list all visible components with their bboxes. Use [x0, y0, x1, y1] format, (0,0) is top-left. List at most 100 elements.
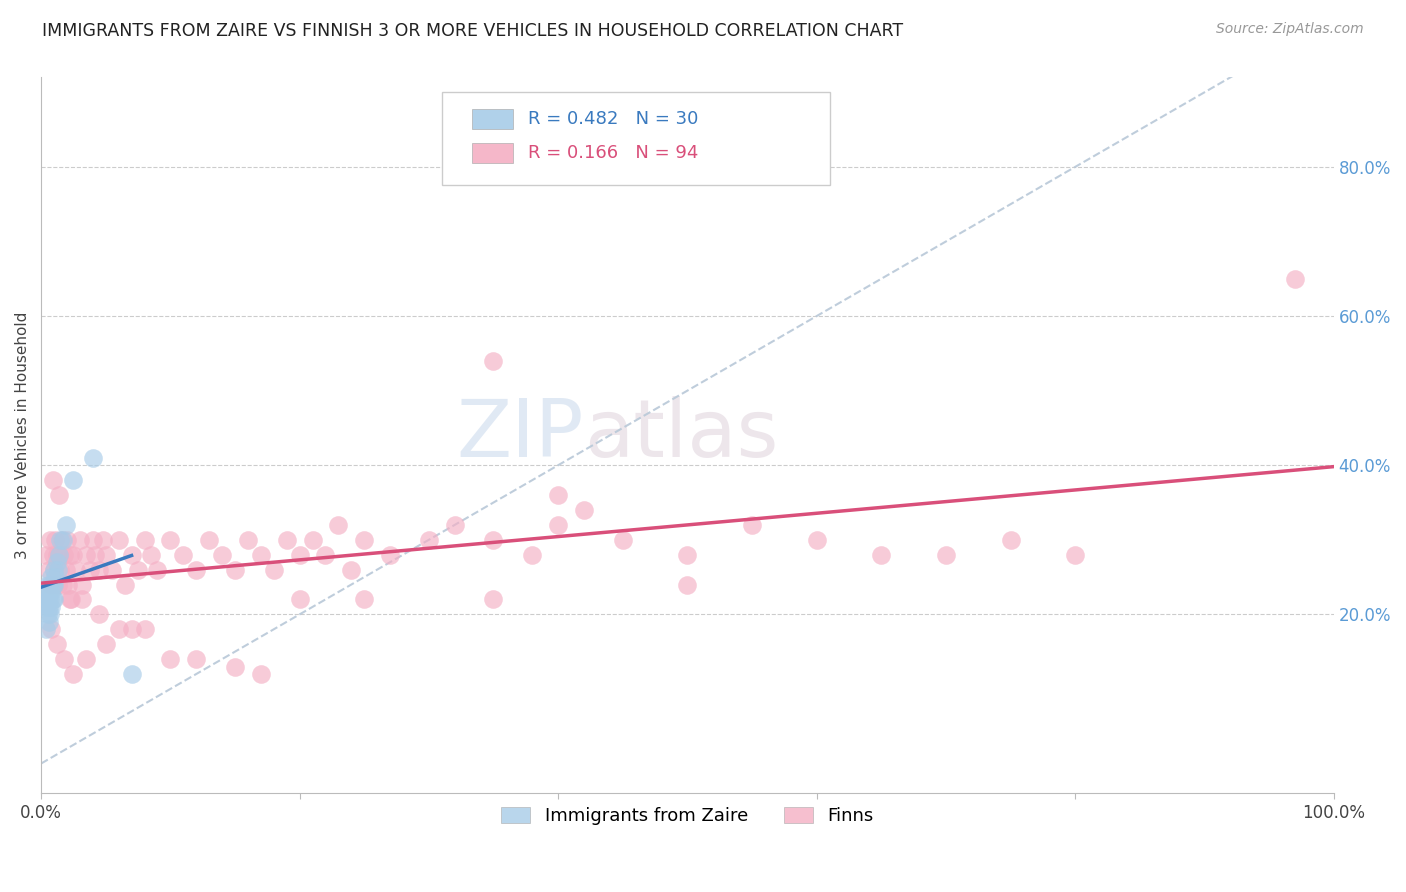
Text: IMMIGRANTS FROM ZAIRE VS FINNISH 3 OR MORE VEHICLES IN HOUSEHOLD CORRELATION CHA: IMMIGRANTS FROM ZAIRE VS FINNISH 3 OR MO…	[42, 22, 903, 40]
Point	[56, 533, 79, 547]
Point	[676, 548, 699, 562]
Point	[82, 450, 104, 465]
Point	[328, 517, 350, 532]
Point	[62, 548, 84, 562]
Point	[62, 473, 84, 487]
Point	[84, 548, 107, 562]
Point	[547, 488, 569, 502]
Point	[1000, 533, 1022, 547]
Point	[58, 577, 80, 591]
Point	[263, 563, 285, 577]
Point	[172, 548, 194, 562]
Y-axis label: 3 or more Vehicles in Household: 3 or more Vehicles in Household	[15, 311, 30, 559]
Point	[482, 533, 505, 547]
Point	[806, 533, 828, 547]
Point	[870, 548, 893, 562]
Point	[89, 563, 111, 577]
Point	[443, 517, 465, 532]
Point	[276, 533, 298, 547]
Point	[41, 577, 63, 591]
Point	[41, 585, 63, 599]
Text: R = 0.482   N = 30: R = 0.482 N = 30	[529, 110, 699, 128]
Point	[121, 548, 143, 562]
Point	[186, 652, 208, 666]
Point	[38, 615, 60, 629]
Point	[522, 548, 544, 562]
Point	[41, 599, 63, 614]
Point	[49, 563, 72, 577]
Point	[37, 577, 59, 591]
Point	[107, 622, 129, 636]
Point	[58, 548, 80, 562]
Point	[49, 533, 72, 547]
Point	[46, 563, 69, 577]
Point	[211, 548, 233, 562]
Point	[65, 563, 87, 577]
Point	[418, 533, 440, 547]
Point	[55, 517, 77, 532]
Point	[121, 622, 143, 636]
Point	[224, 659, 246, 673]
Point	[101, 563, 124, 577]
Point	[55, 563, 77, 577]
Point	[39, 533, 62, 547]
Point	[42, 563, 65, 577]
Point	[146, 563, 169, 577]
Point	[612, 533, 634, 547]
Point	[38, 585, 60, 599]
Point	[38, 563, 60, 577]
Point	[41, 622, 63, 636]
Point	[186, 563, 208, 577]
Point	[482, 592, 505, 607]
Point	[45, 548, 67, 562]
Text: ZIP: ZIP	[457, 396, 583, 475]
Point	[91, 533, 114, 547]
Point	[1284, 272, 1306, 286]
Point	[42, 592, 65, 607]
Point	[935, 548, 957, 562]
Point	[37, 592, 59, 607]
Point	[224, 563, 246, 577]
Text: Source: ZipAtlas.com: Source: ZipAtlas.com	[1216, 22, 1364, 37]
Point	[288, 548, 311, 562]
Point	[139, 548, 162, 562]
Point	[250, 667, 273, 681]
Point	[44, 570, 66, 584]
Point	[35, 548, 58, 562]
Point	[42, 577, 65, 591]
Point	[1064, 548, 1087, 562]
Point	[38, 599, 60, 614]
Point	[134, 622, 156, 636]
Point	[69, 533, 91, 547]
Point	[42, 473, 65, 487]
Point	[72, 577, 94, 591]
Point	[35, 622, 58, 636]
Point	[46, 577, 69, 591]
Point	[48, 548, 70, 562]
Point	[72, 592, 94, 607]
Text: atlas: atlas	[583, 396, 779, 475]
Point	[134, 533, 156, 547]
Point	[353, 533, 375, 547]
Point	[42, 548, 65, 562]
Point	[94, 548, 117, 562]
Point	[288, 592, 311, 607]
Point	[44, 533, 66, 547]
Point	[53, 548, 76, 562]
Point	[114, 577, 136, 591]
Point	[121, 667, 143, 681]
Point	[314, 548, 336, 562]
Point	[58, 592, 80, 607]
Point	[42, 577, 65, 591]
Point	[48, 548, 70, 562]
Point	[198, 533, 221, 547]
Point	[42, 592, 65, 607]
Point	[75, 652, 97, 666]
Point	[572, 503, 595, 517]
Point	[52, 533, 75, 547]
Point	[741, 517, 763, 532]
Text: R = 0.166   N = 94: R = 0.166 N = 94	[529, 144, 699, 161]
Point	[340, 563, 363, 577]
Point	[94, 637, 117, 651]
Point	[39, 592, 62, 607]
